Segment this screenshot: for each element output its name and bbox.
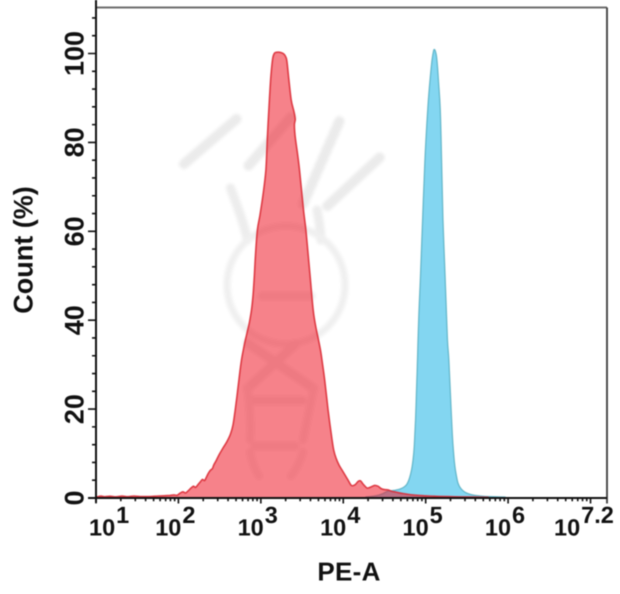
svg-text:PE-A: PE-A bbox=[317, 557, 380, 587]
svg-text:0: 0 bbox=[60, 490, 90, 505]
svg-text:60: 60 bbox=[60, 216, 90, 246]
svg-text:100: 100 bbox=[60, 31, 90, 76]
svg-text:20: 20 bbox=[60, 394, 90, 424]
svg-text:40: 40 bbox=[60, 305, 90, 335]
svg-text:80: 80 bbox=[60, 127, 90, 157]
svg-text:Count (%): Count (%) bbox=[9, 186, 39, 313]
